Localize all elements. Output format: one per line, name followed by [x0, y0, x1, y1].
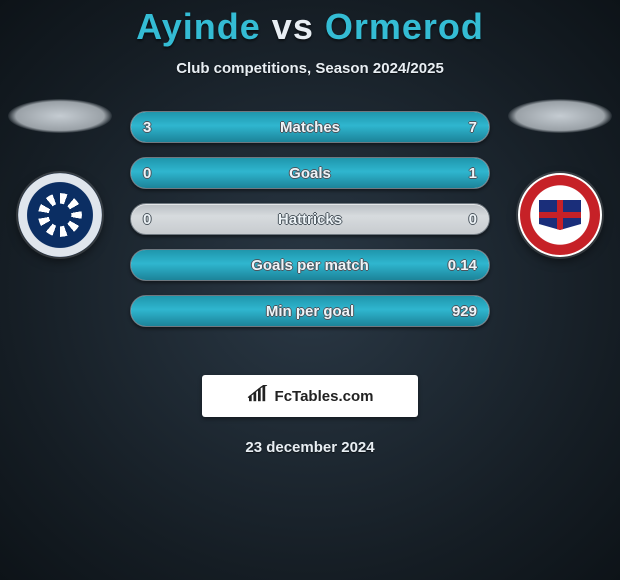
stat-row-hattricks: 0 Hattricks 0	[130, 203, 490, 235]
title-player2: Ormerod	[325, 6, 484, 47]
stat-value-right: 0.14	[448, 250, 477, 280]
title-vs: vs	[272, 6, 314, 47]
title-player1: Ayinde	[136, 6, 261, 47]
brand-text: FcTables.com	[275, 388, 374, 405]
stat-value-right: 1	[469, 158, 477, 188]
stat-bars: 3 Matches 7 0 Goals 1 0 Hattricks 0 Goal…	[130, 111, 490, 327]
date-text: 23 december 2024	[0, 439, 620, 456]
stat-value-right: 929	[452, 296, 477, 326]
stat-row-goals-per-match: Goals per match 0.14	[130, 249, 490, 281]
subtitle: Club competitions, Season 2024/2025	[0, 60, 620, 77]
player2-column	[500, 99, 620, 257]
stat-label: Min per goal	[131, 296, 489, 326]
stat-label: Goals	[131, 158, 489, 188]
stat-row-goals: 0 Goals 1	[130, 157, 490, 189]
stat-value-right: 7	[469, 112, 477, 142]
player1-column	[0, 99, 120, 257]
player1-club-crest	[18, 173, 102, 257]
comparison-area: 3 Matches 7 0 Goals 1 0 Hattricks 0 Goal…	[0, 111, 620, 351]
stat-row-matches: 3 Matches 7	[130, 111, 490, 143]
brand-link[interactable]: FcTables.com	[202, 375, 418, 417]
stat-label: Hattricks	[131, 204, 489, 234]
player1-photo-placeholder	[8, 99, 112, 133]
bar-chart-icon	[247, 385, 269, 408]
stat-label: Matches	[131, 112, 489, 142]
page-title: Ayinde vs Ormerod	[0, 0, 620, 48]
stat-row-min-per-goal: Min per goal 929	[130, 295, 490, 327]
stat-label: Goals per match	[131, 250, 489, 280]
player2-club-crest	[518, 173, 602, 257]
player2-photo-placeholder	[508, 99, 612, 133]
stat-value-right: 0	[469, 204, 477, 234]
